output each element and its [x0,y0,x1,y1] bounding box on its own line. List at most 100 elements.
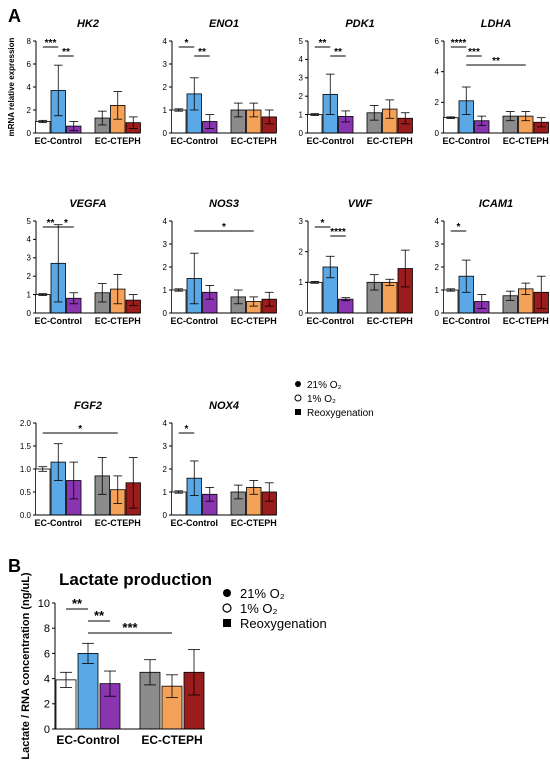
significance-label: ** [62,47,70,58]
y-tick-label: 2 [435,98,440,107]
y-tick-label: 6 [27,60,32,69]
y-tick-label: 1 [435,286,440,295]
y-axis-label: mRNA relative expression [7,37,16,136]
y-tick-label: 3 [299,74,304,83]
x-group-label: EC-CTEPH [141,733,202,747]
chart-title: ENO1 [209,18,239,30]
legend-b-marker-1 [222,603,232,613]
panel-label-b: B [8,556,21,576]
y-tick-label: 2 [299,92,304,101]
chart-nos3: NOS3 0 1 2 3 4 EC-Control EC-CTEPH * [163,198,277,326]
y-tick-label: 2 [163,263,168,272]
bar-ec-control-21 [307,281,323,314]
significance-label: ** [47,218,55,229]
y-tick-label: 4 [299,55,304,64]
x-group-label: EC-Control [307,136,355,146]
bar-ec-control-21 [171,289,187,314]
significance-label: *** [122,620,138,635]
legend-b-marker-21 [223,589,231,597]
y-tick-label: 0.0 [20,511,32,520]
x-group-label: EC-CTEPH [503,136,549,146]
y-tick-label: 0 [163,511,168,520]
chart-nox4: NOX4 0 1 2 3 4 EC-Control EC-CTEPH * [163,400,277,528]
y-tick-label: 0 [44,724,50,736]
y-tick-label: 2 [27,106,32,115]
y-tick-label: 1 [163,286,168,295]
x-group-label: EC-CTEPH [95,316,141,326]
x-group-label: EC-Control [171,518,219,528]
legend-a-marker-1 [294,394,302,402]
significance-label: ** [72,596,83,611]
x-group-label: EC-CTEPH [231,518,277,528]
y-tick-label: 0 [27,309,32,318]
y-tick-label: 6 [435,37,440,46]
chart-icam1: ICAM1 0 1 2 3 4 EC-Control EC-CTEPH * [435,198,549,326]
x-group-label: EC-Control [56,733,119,747]
y-tick-label: 2.0 [20,419,32,428]
legend-b-marker-reox [223,619,231,627]
chart-title: PDK1 [345,18,374,30]
bar-ec-control-21 [171,491,187,516]
bar-ec-control-21 [35,121,51,134]
x-group-label: EC-Control [171,316,219,326]
charts-layer: HK2 0 2 4 6 8 mRNA relative expression EC-Contr… [7,18,549,760]
y-tick-label: 3 [163,240,168,249]
significance-label: ** [319,38,327,49]
legend-a-marker-21 [295,381,301,387]
x-group-label: EC-Control [35,316,83,326]
y-tick-label: 0 [27,129,32,138]
y-tick-label: 8 [44,623,50,635]
y-tick-label: 6 [44,648,50,660]
legend-b: 21% O₂ 1% O₂ Reoxygenation [222,586,327,631]
significance-label: * [185,424,189,435]
bar-ec-control-21 [171,109,187,134]
y-tick-label: 4 [163,419,168,428]
y-tick-label: 3 [435,240,440,249]
legend-b-label-1: 1% O₂ [240,601,278,616]
significance-label: * [222,222,226,233]
y-tick-label: 2 [163,83,168,92]
x-group-label: EC-CTEPH [503,316,549,326]
chart-title: FGF2 [74,400,102,412]
chart-title: VWF [348,198,373,210]
x-group-label: EC-Control [443,316,491,326]
legend-a-label-1: 1% O₂ [307,394,336,405]
y-tick-label: 2 [27,272,32,281]
significance-label: * [64,218,68,229]
significance-label: * [78,424,82,435]
chart-title: NOS3 [209,198,239,210]
y-tick-label: 4 [44,673,50,685]
y-tick-label: 2 [435,263,440,272]
x-group-label: EC-CTEPH [95,518,141,528]
x-group-label: EC-Control [35,518,83,528]
y-tick-label: 3 [299,217,304,226]
significance-label: ** [94,608,105,623]
y-tick-label: 1 [299,278,304,287]
x-group-label: EC-Control [35,136,83,146]
y-tick-label: 0 [299,309,304,318]
y-tick-label: 1.0 [20,465,32,474]
x-group-label: EC-CTEPH [95,136,141,146]
bar-ec-control-21 [443,289,459,314]
x-group-label: EC-Control [171,136,219,146]
y-tick-label: 3 [163,442,168,451]
legend-a-label-21: 21% O₂ [307,380,342,391]
chart-title: VEGFA [69,198,106,210]
significance-label: *** [45,38,57,49]
y-tick-label: 1 [163,106,168,115]
bar-ec-control-21 [443,117,459,134]
significance-label: ** [198,47,206,58]
x-group-label: EC-Control [307,316,355,326]
bar-ec-control-21 [307,114,323,134]
chart-title: ICAM1 [479,198,513,210]
y-tick-label: 5 [299,37,304,46]
y-tick-label: 0.5 [20,488,32,497]
chart-title: NOX4 [209,400,239,412]
y-tick-label: 1.5 [20,442,32,451]
bar-ec-control-21 [35,294,51,314]
chart-fgf2: FGF2 0.0 0.5 1.0 1.5 2.0 EC-Control EC-CTEPH * [20,400,141,528]
x-group-label: EC-Control [443,136,491,146]
